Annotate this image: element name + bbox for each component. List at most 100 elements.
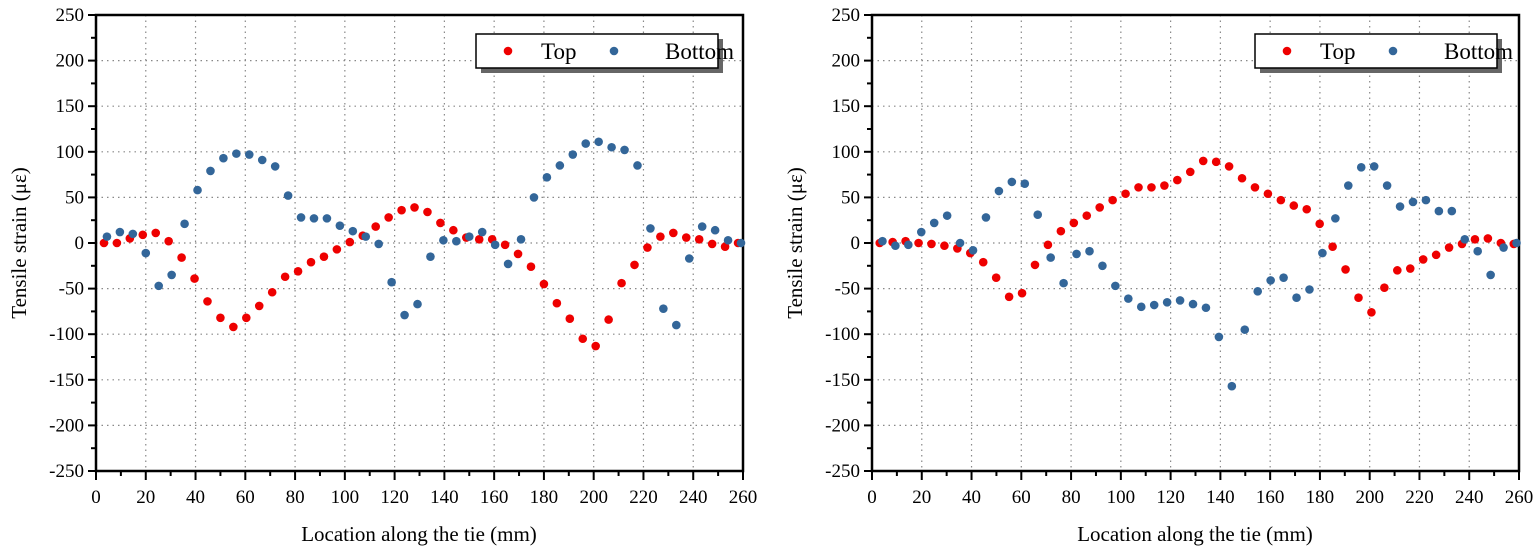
data-point-top	[397, 205, 406, 215]
data-point-top	[1056, 226, 1066, 236]
data-point-bottom	[141, 248, 151, 258]
data-point-top	[681, 233, 691, 242]
data-point-top	[1069, 218, 1079, 228]
data-point-top	[371, 222, 381, 231]
data-point-top	[436, 218, 445, 228]
x-tick-label: 40	[962, 487, 981, 508]
data-point-top	[526, 262, 536, 272]
data-point-bottom	[904, 240, 913, 250]
data-point-top	[1315, 219, 1324, 229]
y-tick-label: -250	[49, 461, 84, 482]
data-point-bottom	[1111, 281, 1120, 291]
data-point-bottom	[968, 245, 978, 255]
series-top	[875, 156, 1519, 317]
data-point-bottom	[1046, 253, 1055, 262]
x-tick-label: 160	[1256, 487, 1285, 508]
data-point-top	[565, 314, 575, 323]
data-point-bottom	[1007, 177, 1017, 187]
data-point-top	[552, 298, 562, 308]
series-bottom	[102, 137, 746, 330]
data-point-top	[203, 297, 212, 306]
data-point-bottom	[659, 304, 668, 313]
data-point-top	[1108, 195, 1117, 205]
data-point-bottom	[568, 150, 578, 159]
data-point-bottom	[464, 232, 474, 241]
y-tick-label: 150	[56, 96, 85, 117]
y-tick-label: 250	[56, 5, 85, 26]
legend-label-bottom: Bottom	[665, 39, 734, 64]
data-point-top	[539, 279, 549, 289]
data-point-top	[1043, 240, 1053, 250]
data-point-top	[1147, 183, 1156, 192]
data-point-top	[1198, 156, 1208, 166]
data-point-top	[1328, 242, 1337, 251]
data-point-bottom	[542, 173, 552, 182]
data-point-bottom	[1369, 162, 1379, 171]
legend-marker-bottom	[609, 46, 619, 56]
data-point-bottom	[891, 241, 900, 251]
data-point-bottom	[426, 252, 435, 261]
data-point-bottom	[439, 235, 448, 245]
data-point-bottom	[1201, 303, 1211, 313]
legend-marker-top	[1282, 46, 1292, 56]
data-point-bottom	[128, 229, 138, 239]
data-point-bottom	[1227, 381, 1237, 391]
y-tick-label: -100	[49, 324, 84, 345]
data-point-top	[112, 238, 122, 248]
data-point-bottom	[167, 270, 176, 280]
data-point-bottom	[490, 240, 500, 250]
legend: Top Bottom	[475, 33, 734, 73]
data-point-top	[1380, 283, 1389, 292]
data-point-bottom	[361, 232, 371, 241]
data-point-bottom	[1460, 235, 1470, 244]
data-point-bottom	[1473, 246, 1482, 256]
data-point-bottom	[387, 277, 396, 287]
data-point-bottom	[1486, 270, 1495, 280]
x-tick-label: 140	[430, 487, 459, 508]
y-tick-label: 50	[841, 187, 860, 208]
x-tick-label: 80	[286, 487, 305, 508]
legend-marker-bottom	[1388, 46, 1398, 56]
data-point-bottom	[219, 153, 228, 163]
data-point-top	[410, 203, 419, 212]
legend-label-top: Top	[541, 39, 576, 64]
x-tick-label: 60	[236, 487, 255, 508]
data-point-bottom	[154, 281, 164, 291]
y-tick-label: -100	[825, 324, 860, 345]
data-point-top	[242, 313, 251, 323]
grid	[872, 15, 1519, 471]
data-point-top	[1250, 183, 1260, 192]
data-point-bottom	[736, 238, 746, 248]
data-point-bottom	[516, 235, 526, 244]
data-point-bottom	[916, 227, 926, 237]
x-tick-label: 240	[679, 487, 708, 508]
data-point-bottom	[1033, 210, 1043, 220]
x-tick-label: 260	[729, 487, 758, 508]
data-point-top	[1341, 265, 1350, 274]
data-point-top	[293, 266, 303, 276]
legend: Top Bottom	[1254, 33, 1513, 73]
data-point-bottom	[1279, 273, 1288, 282]
data-point-bottom	[1136, 302, 1146, 312]
x-axis-title: Location along the tie (mm)	[1077, 522, 1313, 546]
data-point-bottom	[244, 150, 254, 159]
data-point-bottom	[452, 236, 461, 246]
data-point-bottom	[296, 213, 306, 222]
data-point-bottom	[1447, 206, 1457, 216]
data-point-bottom	[180, 219, 189, 229]
data-point-top	[1367, 308, 1376, 317]
y-tick-label: 0	[851, 233, 861, 254]
y-tick-label: 200	[832, 51, 861, 72]
data-point-bottom	[1149, 300, 1159, 310]
x-tick-label: 100	[1107, 487, 1136, 508]
x-tick-label: 200	[579, 487, 608, 508]
data-point-top	[1289, 201, 1299, 210]
data-point-bottom	[283, 191, 293, 200]
data-point-bottom	[723, 235, 733, 245]
x-tick-label: 180	[1306, 487, 1335, 508]
x-tick-label: 120	[1156, 487, 1185, 508]
x-tick-label: 180	[530, 487, 559, 508]
data-point-top	[1431, 250, 1441, 260]
y-tick-label: 250	[832, 5, 861, 26]
